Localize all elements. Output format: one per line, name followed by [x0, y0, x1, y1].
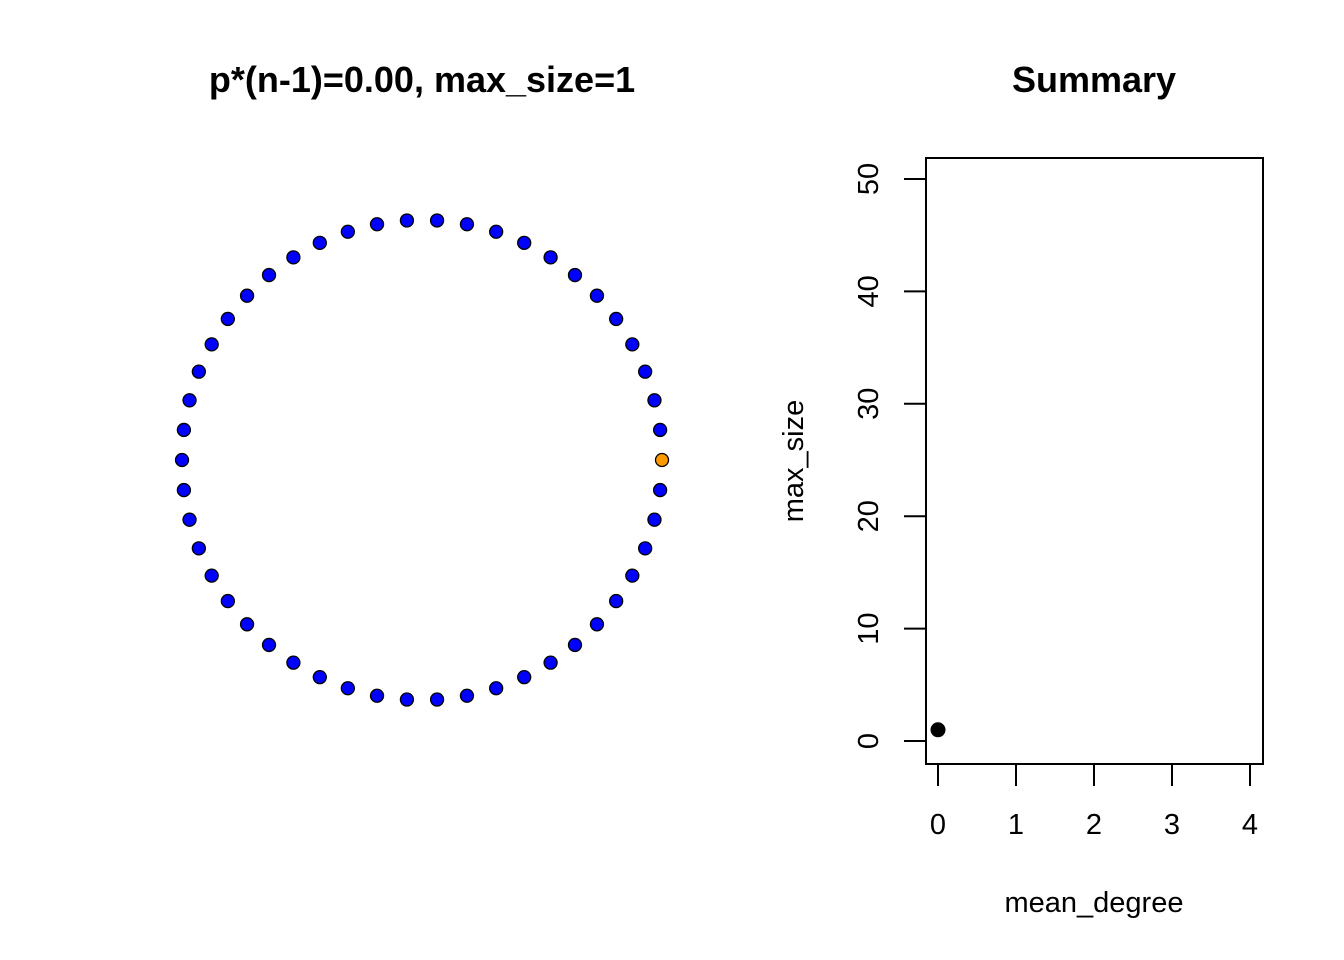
network-node — [647, 393, 662, 408]
network-node — [176, 422, 192, 438]
network-node — [399, 213, 415, 228]
network-node — [652, 482, 668, 498]
network-node — [589, 288, 605, 303]
x-tick-label: 2 — [1086, 809, 1102, 841]
network-node — [625, 337, 640, 352]
x-tick-label: 3 — [1164, 809, 1180, 841]
network-node — [459, 217, 475, 232]
network-node — [261, 267, 277, 283]
summary-points — [930, 722, 946, 738]
network-node — [429, 213, 445, 228]
network-node — [399, 692, 415, 707]
y-tick-label: 20 — [853, 500, 885, 532]
network-node — [652, 422, 668, 438]
network-node — [543, 655, 558, 670]
network-node — [239, 617, 255, 632]
network-node — [609, 311, 624, 327]
network-node — [567, 267, 583, 283]
network-node — [489, 681, 504, 696]
network-node — [340, 224, 355, 239]
y-axis: 0 10 20 30 40 50 — [853, 163, 927, 749]
network-panel: p*(n-1)=0.00, max_size=1 — [174, 59, 670, 707]
network-node — [625, 568, 640, 583]
network-node — [204, 337, 219, 352]
network-node — [543, 250, 558, 265]
summary-point — [930, 722, 946, 738]
network-node — [312, 235, 327, 250]
network-nodes — [174, 213, 670, 707]
network-node — [312, 670, 327, 685]
network-node — [220, 311, 235, 327]
network-node — [220, 593, 235, 609]
network-node — [182, 512, 197, 527]
network-node — [459, 688, 475, 703]
y-tick-label: 40 — [853, 275, 885, 307]
x-tick-label: 1 — [1008, 809, 1024, 841]
summary-panel: Summary 0 1 2 3 4 0 10 20 30 40 50 mean_degree ma… — [778, 59, 1264, 919]
y-tick-label: 30 — [853, 388, 885, 420]
network-node — [429, 692, 445, 707]
network-node — [609, 593, 624, 609]
network-node — [174, 452, 190, 468]
network-node — [517, 670, 532, 685]
network-node — [176, 482, 192, 498]
network-node — [654, 452, 670, 468]
network-node — [182, 393, 197, 408]
network-node — [647, 512, 662, 527]
network-node — [204, 568, 219, 583]
network-node — [191, 364, 207, 379]
network-node — [517, 235, 532, 250]
network-node — [369, 688, 385, 703]
network-node — [239, 288, 255, 303]
network-node — [261, 637, 277, 653]
y-tick-label: 10 — [853, 612, 885, 644]
network-node — [638, 364, 653, 379]
y-tick-label: 50 — [853, 163, 885, 195]
x-axis-label: mean_degree — [1005, 887, 1184, 919]
network-node — [589, 617, 605, 632]
network-title: p*(n-1)=0.00, max_size=1 — [209, 59, 635, 100]
x-tick-label: 4 — [1242, 809, 1258, 841]
network-node — [567, 637, 583, 653]
y-axis-label: max_size — [778, 400, 810, 523]
network-node — [369, 217, 385, 232]
x-axis: 0 1 2 3 4 — [930, 763, 1258, 841]
network-node — [489, 224, 504, 239]
network-node — [191, 541, 207, 556]
network-node — [286, 655, 301, 670]
x-tick-label: 0 — [930, 809, 946, 841]
network-node — [286, 250, 301, 265]
summary-title: Summary — [1012, 59, 1176, 100]
network-node — [638, 541, 653, 556]
network-node — [340, 681, 355, 696]
y-tick-label: 0 — [853, 733, 885, 749]
